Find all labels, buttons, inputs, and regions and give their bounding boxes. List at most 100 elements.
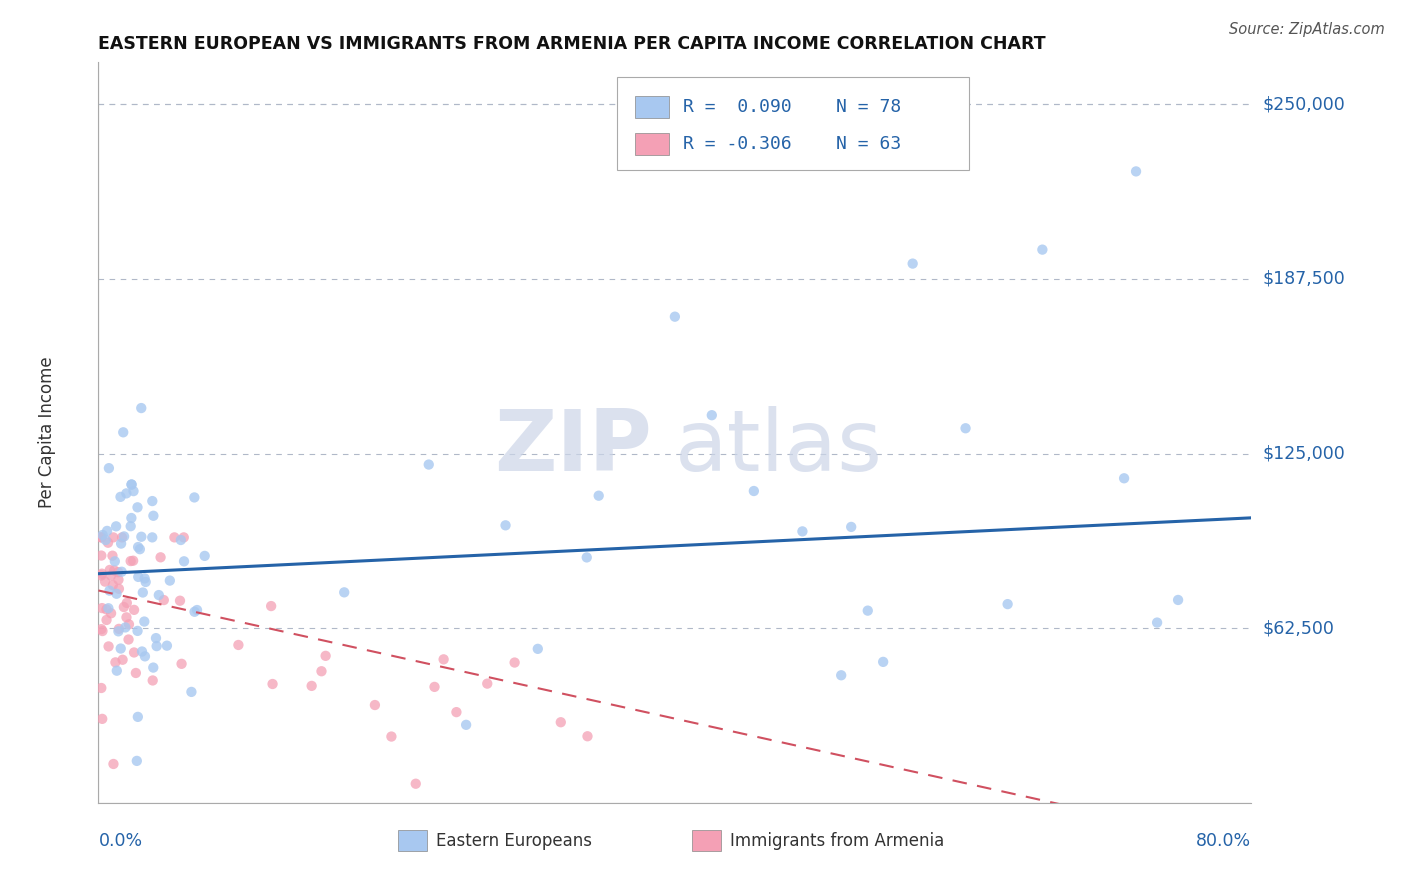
Point: [127, 570, 149, 584]
Point: [97, 461, 120, 475]
Point: [228, 638, 250, 652]
Point: [156, 639, 179, 653]
Point: [129, 401, 152, 415]
Point: [194, 549, 217, 563]
Point: [997, 597, 1019, 611]
Point: [477, 676, 499, 690]
Text: EASTERN EUROPEAN VS IMMIGRANTS FROM ARMENIA PER CAPITA INCOME CORRELATION CHART: EASTERN EUROPEAN VS IMMIGRANTS FROM ARME…: [98, 35, 1046, 53]
Point: [96, 602, 118, 616]
Point: [111, 565, 134, 579]
Point: [134, 571, 156, 585]
Point: [380, 730, 402, 744]
Text: N = 63: N = 63: [837, 135, 901, 153]
Point: [127, 710, 149, 724]
Point: [163, 530, 186, 544]
Text: Source: ZipAtlas.com: Source: ZipAtlas.com: [1229, 22, 1385, 37]
Point: [856, 604, 879, 618]
Point: [1125, 164, 1147, 178]
Point: [112, 529, 135, 543]
Point: [120, 511, 142, 525]
Text: $187,500: $187,500: [1263, 270, 1346, 288]
Point: [90, 530, 112, 544]
Point: [141, 494, 163, 508]
Point: [107, 624, 129, 639]
Text: N = 78: N = 78: [837, 98, 901, 116]
Point: [104, 656, 127, 670]
Point: [173, 530, 195, 544]
Bar: [692, 830, 721, 851]
Point: [405, 777, 427, 791]
Point: [131, 644, 153, 658]
Point: [121, 477, 143, 491]
Point: [111, 530, 134, 544]
Point: [141, 530, 163, 544]
Text: atlas: atlas: [675, 406, 883, 489]
Point: [169, 593, 191, 607]
Point: [153, 593, 176, 607]
Text: Eastern Europeans: Eastern Europeans: [436, 831, 592, 849]
Point: [131, 530, 153, 544]
Point: [90, 622, 112, 636]
Point: [97, 640, 120, 654]
Point: [108, 582, 131, 596]
Point: [433, 652, 456, 666]
Point: [103, 756, 125, 771]
Point: [127, 540, 149, 554]
Point: [1167, 593, 1189, 607]
Point: [550, 715, 572, 730]
Point: [527, 641, 550, 656]
Point: [100, 568, 122, 582]
Text: $62,500: $62,500: [1263, 619, 1334, 637]
Point: [97, 601, 120, 615]
Point: [98, 563, 121, 577]
Bar: [634, 133, 669, 155]
Point: [1114, 471, 1136, 485]
Point: [96, 524, 118, 538]
Point: [872, 655, 894, 669]
Point: [183, 491, 205, 505]
Point: [105, 587, 128, 601]
Point: [91, 624, 114, 638]
Text: 80.0%: 80.0%: [1197, 832, 1251, 850]
Point: [90, 568, 112, 582]
Point: [792, 524, 814, 539]
Point: [180, 685, 202, 699]
Point: [91, 528, 114, 542]
Point: [107, 573, 129, 587]
Point: [588, 489, 610, 503]
Point: [90, 530, 112, 544]
Point: [149, 550, 172, 565]
Point: [955, 421, 977, 435]
Point: [145, 631, 167, 645]
Point: [170, 657, 193, 671]
Point: [115, 610, 138, 624]
Point: [742, 483, 765, 498]
Point: [839, 520, 862, 534]
Point: [132, 585, 155, 599]
Point: [107, 565, 129, 579]
Point: [108, 622, 131, 636]
Point: [94, 533, 117, 547]
Point: [114, 620, 136, 634]
Point: [110, 536, 132, 550]
Point: [125, 665, 148, 680]
Point: [127, 624, 149, 638]
Point: [127, 500, 149, 515]
Point: [503, 656, 526, 670]
Point: [91, 712, 114, 726]
Point: [110, 490, 132, 504]
Point: [91, 566, 114, 581]
Point: [446, 705, 468, 719]
Point: [101, 549, 124, 563]
Point: [418, 458, 440, 472]
Point: [901, 257, 924, 271]
Point: [111, 653, 134, 667]
Point: [90, 681, 112, 695]
Point: [112, 600, 135, 615]
Point: [120, 519, 142, 533]
Point: [576, 729, 599, 743]
Point: [110, 641, 132, 656]
Point: [260, 599, 283, 613]
Point: [103, 530, 125, 544]
Point: [125, 754, 148, 768]
